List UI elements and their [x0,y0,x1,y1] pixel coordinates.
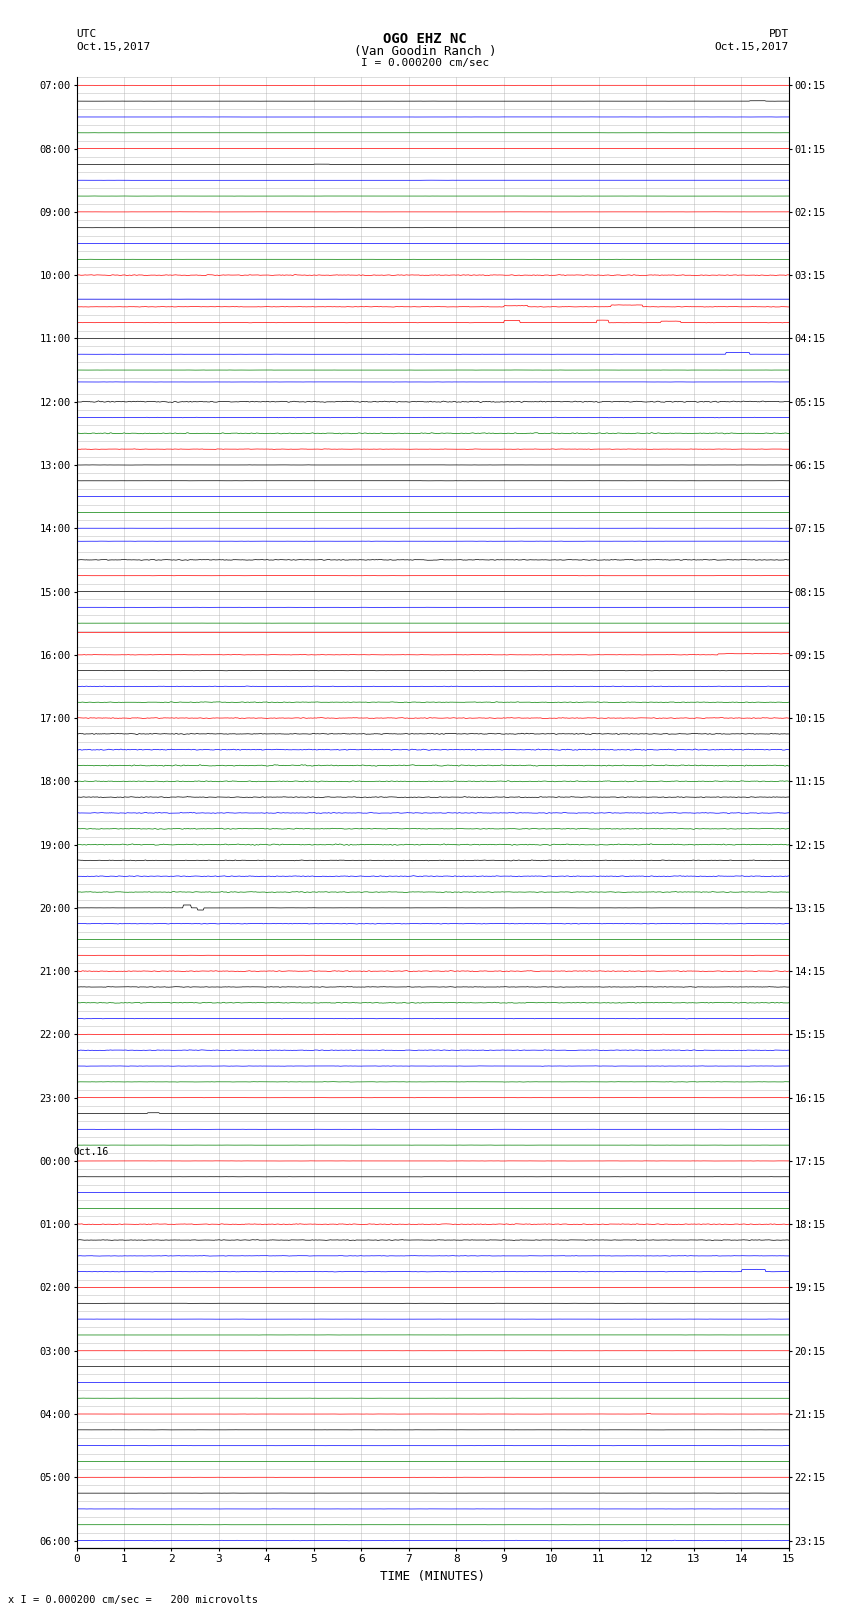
Text: PDT: PDT [768,29,789,39]
Text: I = 0.000200 cm/sec: I = 0.000200 cm/sec [361,58,489,68]
Text: (Van Goodin Ranch ): (Van Goodin Ranch ) [354,45,496,58]
Text: UTC: UTC [76,29,97,39]
Text: Oct.16: Oct.16 [73,1147,108,1157]
X-axis label: TIME (MINUTES): TIME (MINUTES) [380,1569,485,1582]
Text: Oct.15,2017: Oct.15,2017 [76,42,150,52]
Text: OGO EHZ NC: OGO EHZ NC [383,32,467,47]
Text: x I = 0.000200 cm/sec =   200 microvolts: x I = 0.000200 cm/sec = 200 microvolts [8,1595,258,1605]
Text: Oct.15,2017: Oct.15,2017 [715,42,789,52]
